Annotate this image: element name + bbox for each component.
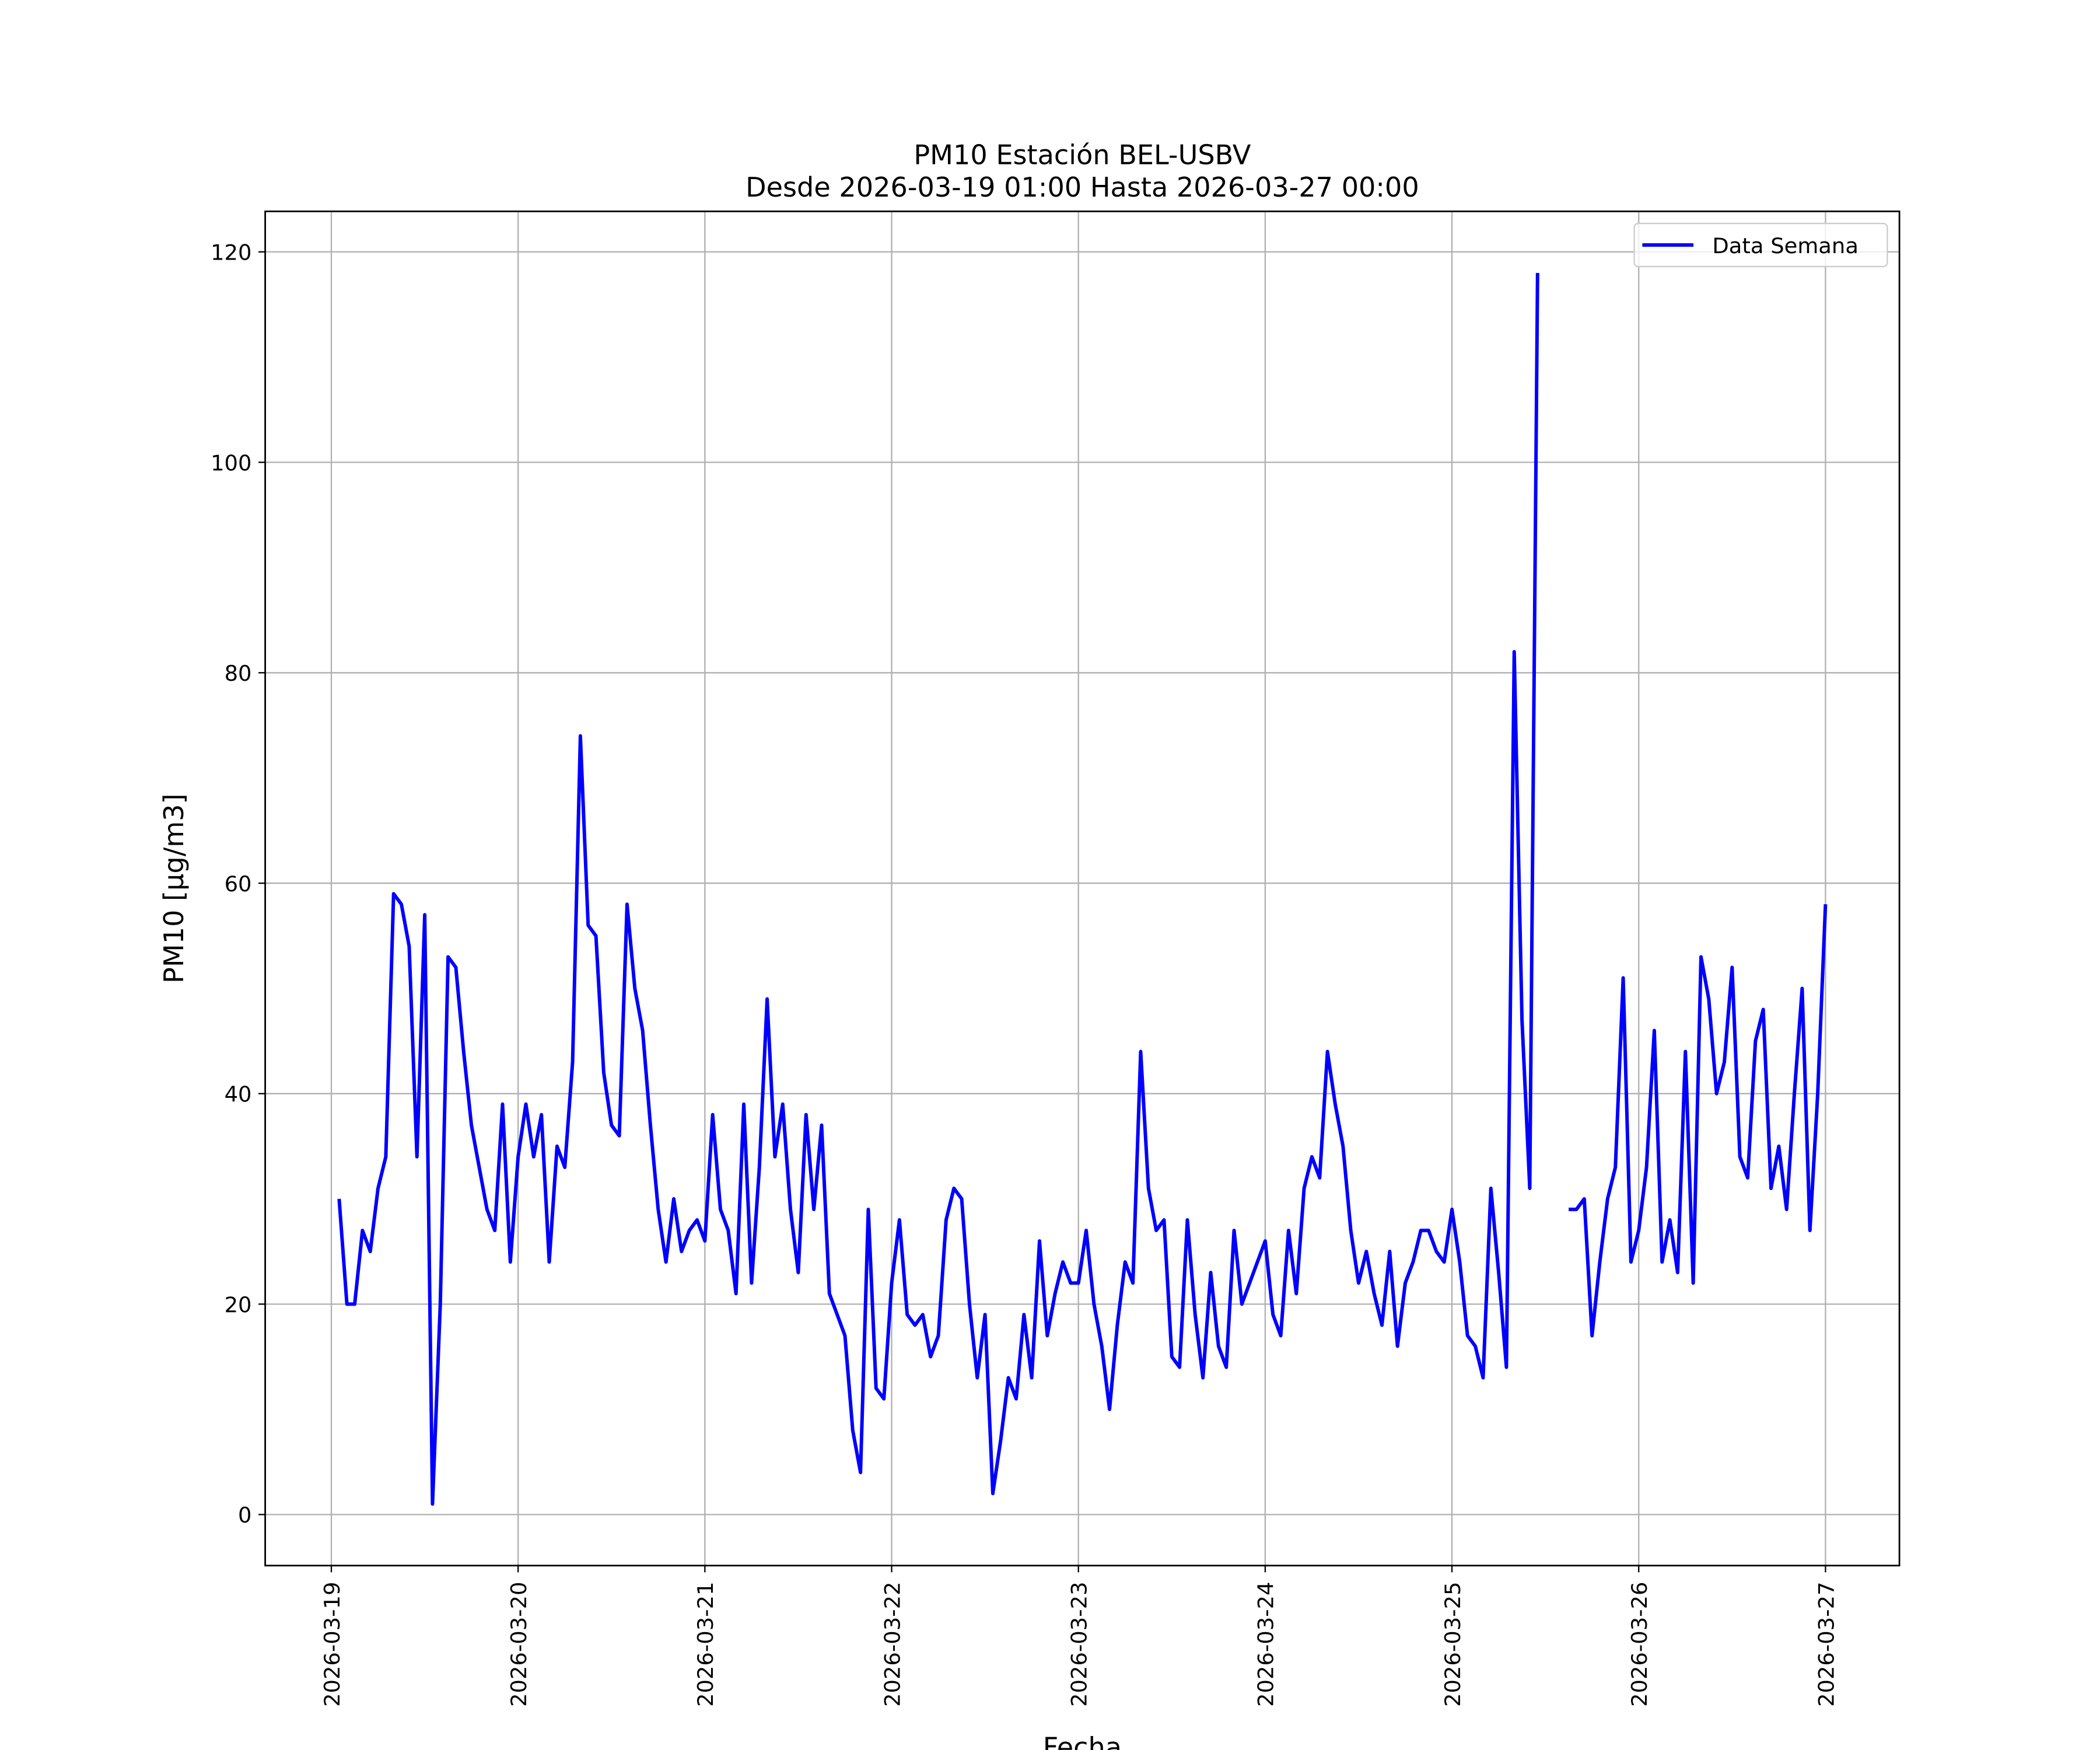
x-tick-label: 2026-03-19	[320, 1582, 345, 1707]
plot-area: 0 20 40 60 80 100 120 2026-03-19 2026-03-20 2026-…	[211, 210, 1901, 1707]
x-axis-label: Fecha	[1043, 1732, 1122, 1750]
axes-frame	[264, 210, 1901, 1567]
x-tick-label: 2026-03-26	[1627, 1582, 1652, 1707]
chart-subtitle: Desde 2026-03-19 01:00 Hasta 2026-03-27 …	[746, 172, 1419, 203]
y-tick-label: 60	[225, 872, 252, 897]
y-tick-label: 20	[225, 1292, 252, 1317]
y-tick-label: 120	[211, 240, 251, 265]
x-tick-label: 2026-03-21	[693, 1582, 718, 1707]
y-tick-label: 40	[225, 1082, 252, 1107]
x-tick-label: 2026-03-20	[506, 1582, 531, 1707]
y-tick-label: 100	[211, 450, 251, 475]
y-axis-label: PM10 [μg/m3]	[158, 793, 190, 984]
x-tick-label: 2026-03-24	[1254, 1582, 1279, 1707]
x-tick-label: 2026-03-25	[1440, 1582, 1465, 1707]
legend-label: Data Semana	[1712, 233, 1859, 258]
chart-title: PM10 Estación BEL-USBV	[914, 139, 1251, 171]
x-tick-label: 2026-03-27	[1814, 1582, 1839, 1707]
data-line	[337, 272, 1828, 1506]
x-tick-label: 2026-03-22	[880, 1582, 905, 1707]
y-tick-label: 80	[225, 661, 252, 686]
legend-box	[1633, 222, 1888, 268]
x-tick-label: 2026-03-23	[1067, 1582, 1092, 1707]
y-tick-label: 0	[238, 1503, 251, 1528]
